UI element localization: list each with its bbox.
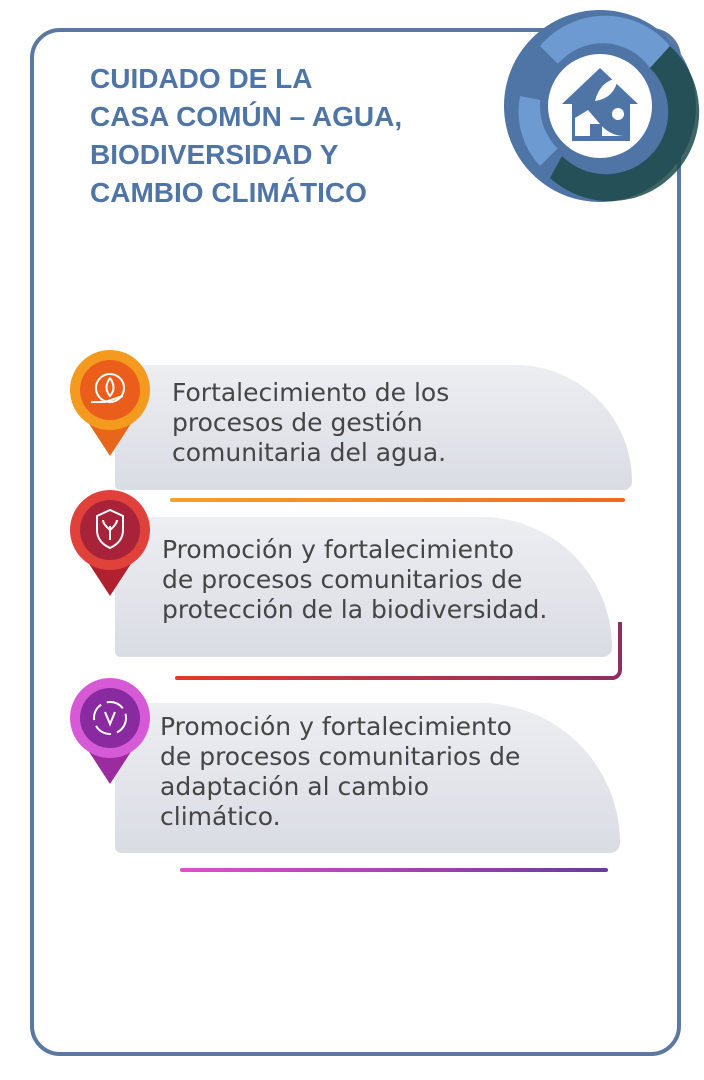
house-leaf-sun-icon [504,10,700,202]
item-line: procesos de gestión [172,408,423,437]
climate-cycle-icon [70,678,150,784]
item-line: de procesos comunitarios de [162,565,523,594]
divider [175,676,615,680]
title-line: CASA COMÚN – AGUA, [90,101,403,132]
item-panel [115,517,612,657]
item-text: Promoción y fortalecimiento de procesos … [160,712,520,832]
item-line: adaptación al cambio [160,772,430,801]
title-line: CUIDADO DE LA [90,63,313,94]
item-text: Promoción y fortalecimiento de procesos … [162,535,547,625]
title-line: BIODIVERSIDAD Y [90,139,339,170]
item-line: Promoción y fortalecimiento [162,535,514,564]
divider [170,498,625,502]
item-panel [115,703,620,853]
item-line: climático. [160,802,281,831]
item-line: Promoción y fortalecimiento [160,712,512,741]
page-title: CUIDADO DE LA CASA COMÚN – AGUA, BIODIVE… [90,60,490,212]
shield-plant-icon [70,490,150,596]
divider-corner [600,622,622,680]
item-line: comunitaria del agua. [172,438,447,467]
divider [180,868,608,872]
item-line: Fortalecimiento de los [172,378,450,407]
hand-gear-water-icon [70,350,150,456]
item-line: protección de la biodiversidad. [162,595,548,624]
item-text: Fortalecimiento de los procesos de gesti… [172,378,449,468]
title-line: CAMBIO CLIMÁTICO [90,177,367,208]
item-line: de procesos comunitarios de [160,742,521,771]
item-panel [115,365,632,490]
